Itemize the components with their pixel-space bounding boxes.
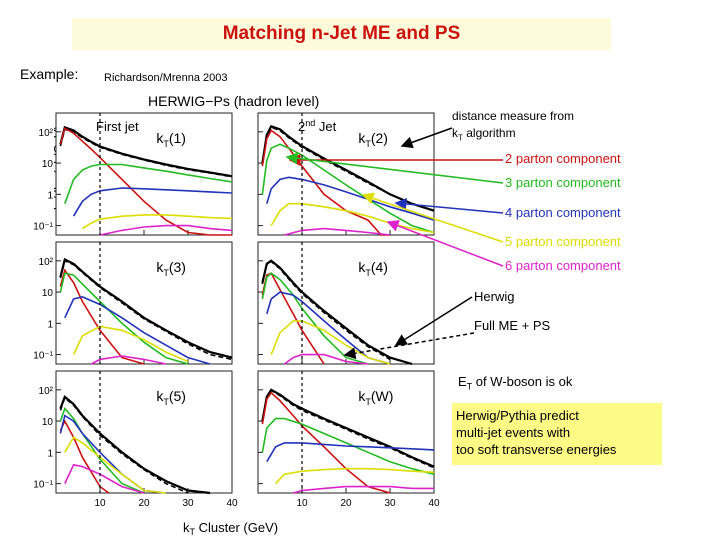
two-parton-label: 2 parton component [505, 151, 621, 166]
chart-title: HERWIG−Ps (hadron level) [148, 93, 319, 109]
herwig-arrow [394, 296, 473, 346]
panel-frame [257, 370, 435, 494]
series-line-2-parton [59, 268, 145, 365]
panel-frame [55, 370, 233, 494]
series-line-full-me-ps [59, 128, 233, 178]
six-parton-arrow [386, 220, 504, 267]
full-me-ps-label: Full ME + PS [474, 318, 551, 333]
x-tick-label: 20 [138, 498, 150, 509]
panel-label: kT(W) [358, 388, 393, 407]
y-tick-label: 1 [47, 319, 53, 330]
x-tick-label: 10 [94, 498, 106, 509]
panel-label: kT(4) [358, 259, 388, 278]
y-tick-label: 10 [42, 159, 54, 170]
series-line-4-parton [64, 296, 211, 365]
panel-5: kT(5) [55, 370, 233, 495]
panel-frame [55, 241, 233, 365]
panel-1: kT(1) [55, 112, 233, 236]
herwig-label: Herwig [474, 289, 515, 304]
kt-arrow-1 [400, 127, 453, 149]
five-parton-label: 5 parton component [505, 234, 621, 249]
series-line-5-parton [72, 325, 189, 363]
series-line-5-parton [270, 320, 391, 365]
series-line-6-parton [292, 485, 434, 494]
series-line-6-parton [99, 224, 233, 236]
x-tick-label: 40 [226, 498, 238, 509]
series-line-4-parton [72, 187, 233, 217]
series-line-full-me-ps [261, 126, 435, 212]
conclusion-note: Herwig/Pythia predict multi-jet events w… [452, 403, 662, 465]
note-line-2: multi-jet events with [456, 425, 571, 440]
x-tick-label: 10 [296, 498, 308, 509]
y-tick-label: 10⁻¹ [33, 480, 53, 491]
distance-annotation-line2: kT algorithm [452, 126, 516, 143]
series-line-3-parton [261, 143, 435, 234]
y-tick-label: 10 [42, 417, 54, 428]
series-line-4-parton [266, 442, 435, 463]
panel-label: kT(2) [358, 130, 388, 149]
series-line-full-me-ps [261, 260, 391, 361]
panel-frame [257, 112, 435, 236]
y-tick-label: 10² [39, 386, 54, 397]
example-label: Example: [20, 66, 79, 82]
et-annotation: ET of W-boson is ok [458, 374, 573, 392]
series-line-full-me-ps [59, 259, 233, 361]
series-line-5-parton [81, 214, 233, 230]
series-line-2-parton [261, 391, 391, 494]
panel-label: kT(3) [156, 259, 186, 278]
first-jet-label: First jet [96, 119, 139, 134]
series-line-3-parton [59, 272, 189, 365]
series-line-2-parton [261, 272, 325, 365]
x-tick-label: 20 [340, 498, 352, 509]
series-line-6-parton [284, 227, 391, 236]
series-line-2-parton [59, 419, 110, 494]
series-line-5-parton [270, 202, 435, 234]
series-line-full-me-ps [59, 396, 189, 494]
six-parton-label: 6 parton component [505, 258, 621, 273]
second-jet-label: 2nd Jet [298, 118, 337, 134]
five-parton-arrow [361, 192, 504, 243]
three-parton-label: 3 parton component [505, 175, 621, 190]
y-tick-label: 1 [47, 190, 53, 201]
series-line-3-parton [64, 163, 233, 204]
series-line-6-parton [90, 355, 167, 365]
y-tick-label: 10⁻¹ [33, 351, 53, 362]
x-tick-label: 40 [428, 498, 440, 509]
three-parton-arrow [285, 152, 504, 184]
panel-2: kT(2) [257, 112, 435, 236]
panel-3: kT(3) [55, 241, 233, 365]
y-tick-label: 10² [39, 128, 54, 139]
y-tick-label: 1 [47, 448, 53, 459]
series-line-3-parton [261, 417, 435, 475]
panel-w: kT(W) [257, 370, 435, 494]
four-parton-label: 4 parton component [505, 205, 621, 220]
series-line-6-parton [283, 353, 369, 365]
y-tick-label: 10⁻¹ [33, 222, 53, 233]
note-line-1: Herwig/Pythia predict [456, 408, 579, 423]
title-banner: Matching n-Jet ME and PS [72, 18, 611, 50]
panel-label: kT(1) [156, 130, 186, 149]
y-tick-label: 10 [42, 288, 54, 299]
four-parton-arrow [394, 198, 504, 214]
x-tick-label: 30 [182, 498, 194, 509]
panel-label: kT(5) [156, 388, 186, 407]
series-line-herwig [59, 257, 233, 359]
reference-label: Richardson/Mrenna 2003 [104, 72, 228, 84]
x-axis-label: kT Cluster (GeV) [183, 520, 278, 537]
x-tick-label: 30 [384, 498, 396, 509]
series-line-2-parton [261, 129, 390, 236]
series-line-2-parton [59, 127, 232, 236]
note-line-3: too soft transverse energies [456, 442, 617, 457]
series-line-full-me-ps [261, 389, 435, 469]
y-tick-label: 10² [39, 257, 54, 268]
series-line-herwig [59, 394, 211, 495]
panel-4: kT(4) [257, 241, 435, 366]
full-me-ps-arrow [343, 332, 475, 360]
series-line-6-parton [64, 463, 145, 494]
distance-annotation-line1: distance measure from [452, 109, 575, 123]
slide-title: Matching n-Jet ME and PS [222, 23, 461, 44]
series-line-5-parton [275, 467, 435, 485]
